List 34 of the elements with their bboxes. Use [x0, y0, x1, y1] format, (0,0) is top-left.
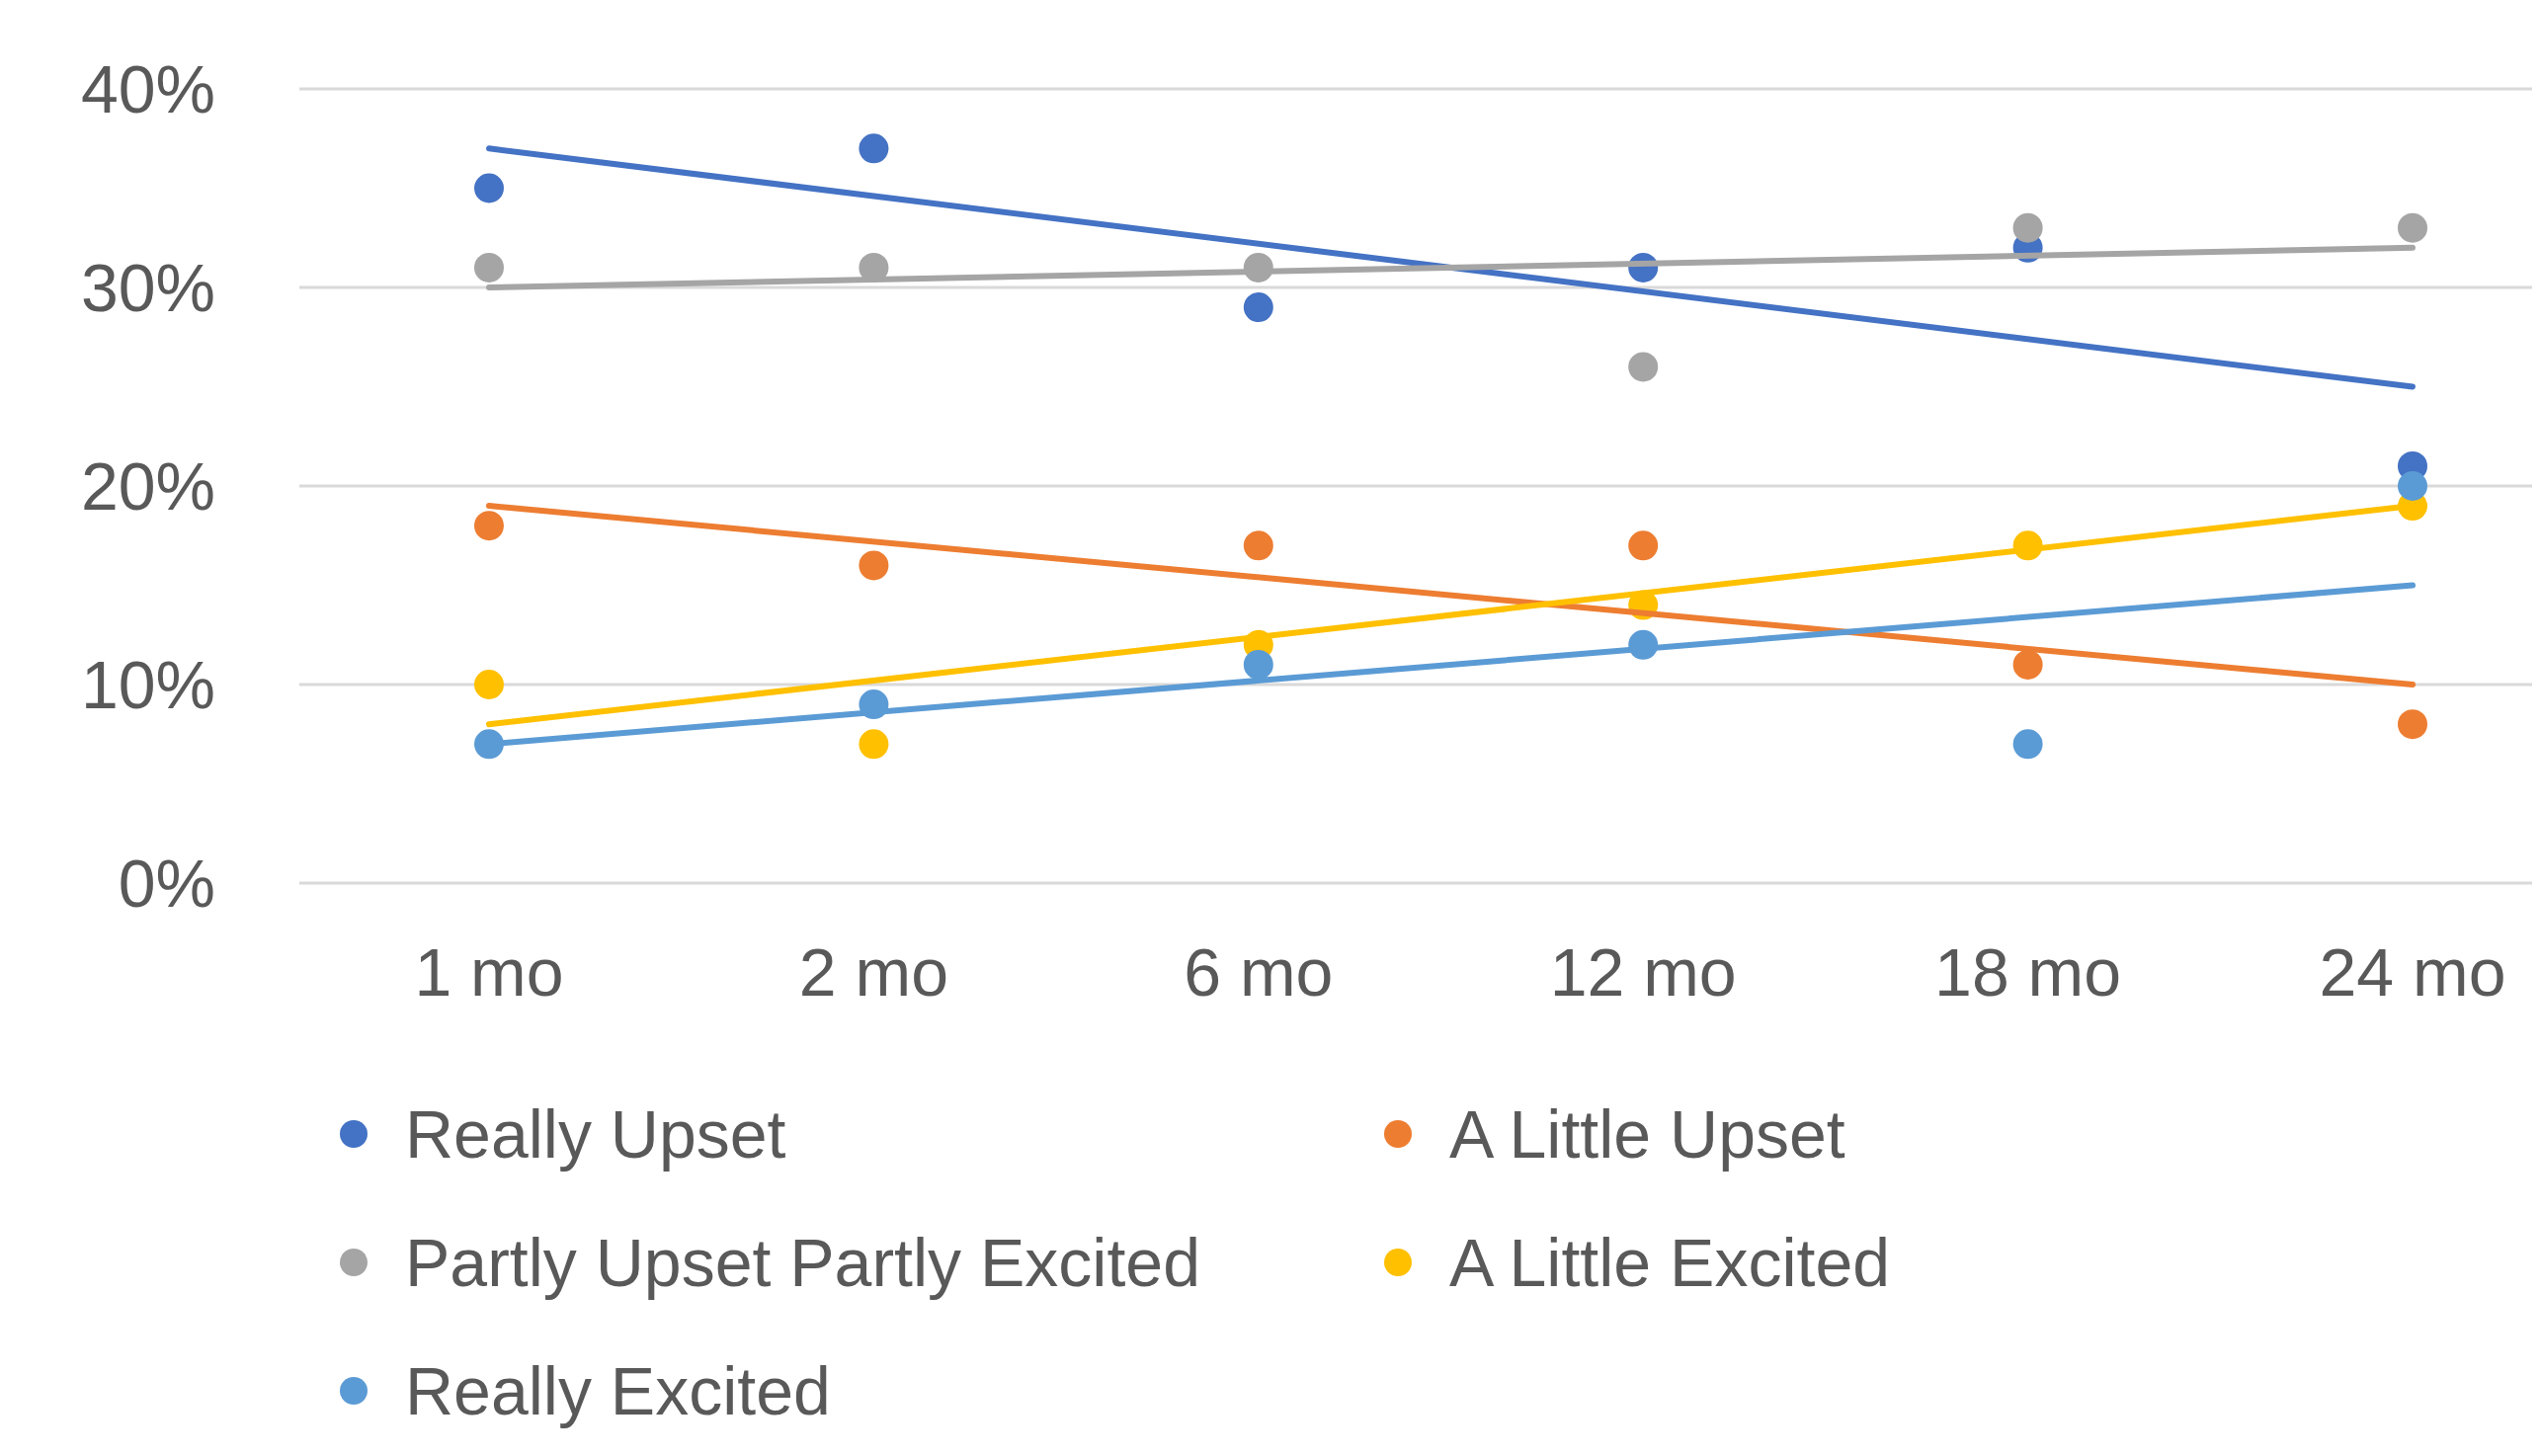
point: [2012, 729, 2043, 760]
y-tick-label: 10%: [80, 646, 215, 722]
legend-label: Really Excited: [405, 1352, 831, 1428]
point: [1243, 649, 1273, 680]
y-tick-label: 20%: [80, 447, 215, 524]
point: [2398, 709, 2427, 740]
point: [859, 133, 889, 164]
point: [1243, 530, 1273, 561]
x-tick-label: 12 mo: [1549, 934, 1737, 1010]
legend-label: A Little Excited: [1449, 1224, 1891, 1300]
y-tick-label: 30%: [80, 249, 215, 325]
x-tick-label: 2 mo: [798, 934, 948, 1010]
point: [2012, 212, 2043, 243]
point: [474, 173, 504, 203]
legend-label: A Little Upset: [1449, 1095, 1845, 1172]
point: [1628, 530, 1659, 561]
x-tick-label: 6 mo: [1184, 934, 1334, 1010]
point: [2398, 212, 2427, 243]
x-tick-label: 1 mo: [414, 934, 564, 1010]
y-tick-label: 40%: [80, 50, 215, 126]
point: [474, 252, 504, 283]
point: [859, 550, 889, 581]
y-tick-label: 0%: [118, 845, 215, 921]
point: [1243, 292, 1273, 323]
point: [1628, 352, 1659, 382]
legend-label: Partly Upset Partly Excited: [405, 1224, 1200, 1300]
point: [2012, 649, 2043, 680]
x-tick-label: 18 mo: [1934, 934, 2122, 1010]
point: [474, 511, 504, 541]
legend-label: Really Upset: [405, 1095, 786, 1172]
point: [474, 670, 504, 699]
point: [2398, 471, 2427, 501]
point: [859, 729, 889, 760]
x-tick-label: 24 mo: [2319, 934, 2506, 1010]
